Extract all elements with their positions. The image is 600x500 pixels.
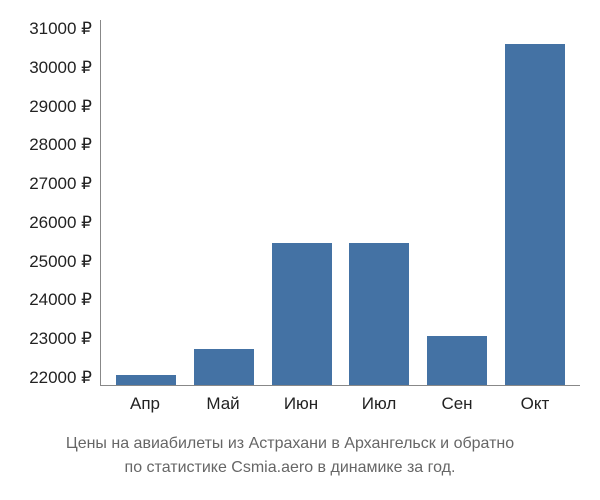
- x-tick: Окт: [505, 394, 565, 414]
- x-axis: Апр Май Июн Июл Сен Окт: [100, 386, 580, 414]
- y-tick: 26000 ₽: [29, 214, 92, 231]
- y-tick: 25000 ₽: [29, 253, 92, 270]
- y-tick: 22000 ₽: [29, 369, 92, 386]
- caption-line-2: по статистике Csmia.aero в динамике за г…: [125, 459, 456, 476]
- plot-area: [100, 20, 580, 386]
- bar-oct: [505, 44, 565, 385]
- bar-may: [194, 349, 254, 386]
- bar-jun: [272, 243, 332, 385]
- y-tick: 27000 ₽: [29, 175, 92, 192]
- y-tick: 24000 ₽: [29, 291, 92, 308]
- price-chart: 31000 ₽ 30000 ₽ 29000 ₽ 28000 ₽ 27000 ₽ …: [0, 20, 580, 480]
- bar-sep: [427, 336, 487, 385]
- x-tick: Сен: [427, 394, 487, 414]
- bar-jul: [349, 243, 409, 385]
- chart-caption: Цены на авиабилеты из Астрахани в Арханг…: [0, 432, 580, 480]
- y-tick: 31000 ₽: [29, 20, 92, 37]
- x-tick: Май: [193, 394, 253, 414]
- y-tick: 28000 ₽: [29, 136, 92, 153]
- x-tick: Апр: [115, 394, 175, 414]
- bar-apr: [116, 375, 176, 385]
- y-axis: 31000 ₽ 30000 ₽ 29000 ₽ 28000 ₽ 27000 ₽ …: [0, 20, 100, 386]
- chart-area: 31000 ₽ 30000 ₽ 29000 ₽ 28000 ₽ 27000 ₽ …: [0, 20, 580, 386]
- x-tick: Июн: [271, 394, 331, 414]
- y-tick: 30000 ₽: [29, 59, 92, 76]
- y-tick: 23000 ₽: [29, 330, 92, 347]
- caption-line-1: Цены на авиабилеты из Астрахани в Арханг…: [66, 435, 514, 452]
- y-tick: 29000 ₽: [29, 98, 92, 115]
- x-tick: Июл: [349, 394, 409, 414]
